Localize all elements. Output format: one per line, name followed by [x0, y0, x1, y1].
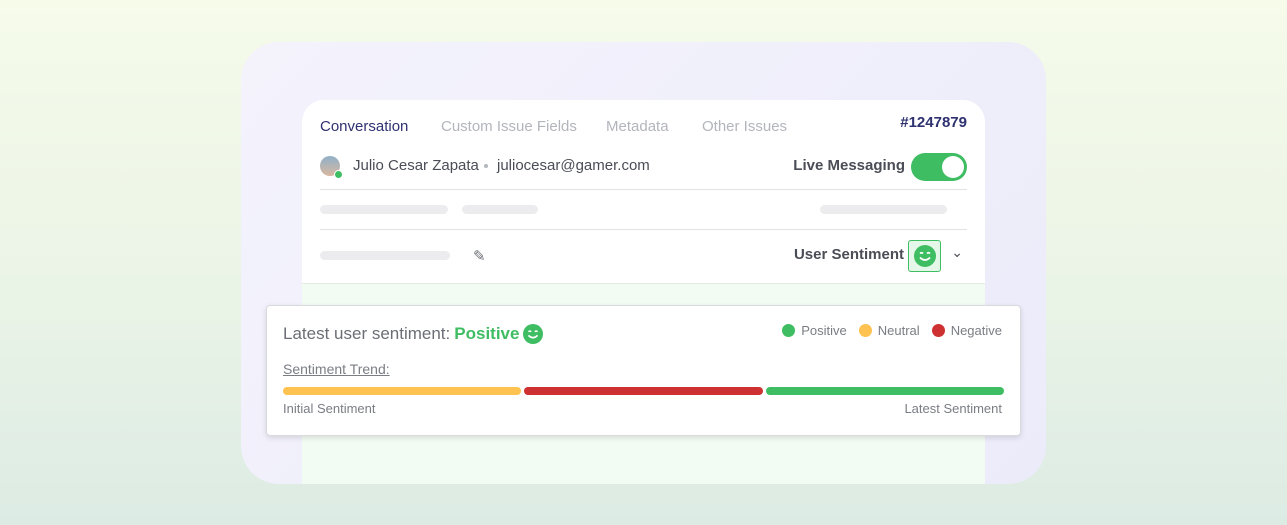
- negative-dot-icon: [931, 324, 945, 337]
- smiley-icon: [523, 324, 544, 344]
- latest-sentiment-label: Latest user sentiment:: [283, 324, 451, 343]
- tab-other-issues[interactable]: Other Issues: [702, 118, 788, 135]
- neutral-dot-icon: [858, 324, 872, 337]
- tab-conversation[interactable]: Conversation: [320, 118, 409, 135]
- legend-label: Negative: [950, 323, 1002, 338]
- user-sentiment-label: User Sentiment: [793, 246, 904, 263]
- placeholder-bar: [820, 205, 947, 214]
- tab-metadata[interactable]: Metadata: [606, 118, 669, 135]
- separator-dot: [484, 164, 488, 168]
- latest-sentiment: Latest user sentiment: Positive: [283, 324, 544, 344]
- sentiment-trend-label: Sentiment Trend:: [283, 361, 390, 377]
- live-messaging-label: Live Messaging: [793, 157, 905, 174]
- positive-dot-icon: [782, 324, 796, 337]
- smiley-icon: [913, 245, 936, 267]
- legend-positive: Positive: [782, 323, 847, 338]
- ticket-id: #1247879: [900, 114, 967, 131]
- initial-sentiment-label: Initial Sentiment: [283, 401, 376, 416]
- latest-sentiment-axis-label: Latest Sentiment: [904, 401, 1002, 416]
- placeholder-bar: [320, 251, 450, 260]
- user-email: juliocesar@gamer.com: [497, 157, 650, 174]
- placeholder-bar: [320, 205, 448, 214]
- toggle-knob: [942, 156, 964, 178]
- placeholder-bar: [462, 205, 538, 214]
- chevron-down-icon[interactable]: ⌄: [951, 244, 963, 260]
- sentiment-trend-bar: [283, 387, 1004, 395]
- legend-negative: Negative: [931, 323, 1002, 338]
- sentiment-smiley-button[interactable]: [908, 240, 941, 272]
- edit-pencil-icon[interactable]: ✎: [473, 248, 486, 265]
- online-status-icon: [334, 170, 343, 179]
- legend-label: Neutral: [877, 323, 920, 338]
- tab-custom-issue-fields[interactable]: Custom Issue Fields: [441, 118, 577, 135]
- live-messaging-toggle[interactable]: [911, 153, 967, 181]
- trend-segment-negative: [524, 387, 763, 395]
- user-name: Julio Cesar Zapata: [353, 157, 479, 174]
- divider: [320, 189, 967, 190]
- trend-segment-neutral: [283, 387, 522, 395]
- sentiment-popup: Latest user sentiment: Positive Positive…: [266, 305, 1021, 436]
- legend-label: Positive: [801, 323, 847, 338]
- trend-segment-positive: [765, 387, 1004, 395]
- legend: Positive Neutral Negative: [782, 323, 1002, 338]
- avatar: [320, 156, 343, 179]
- latest-sentiment-value: Positive: [454, 324, 520, 343]
- divider: [320, 229, 967, 230]
- legend-neutral: Neutral: [858, 323, 920, 338]
